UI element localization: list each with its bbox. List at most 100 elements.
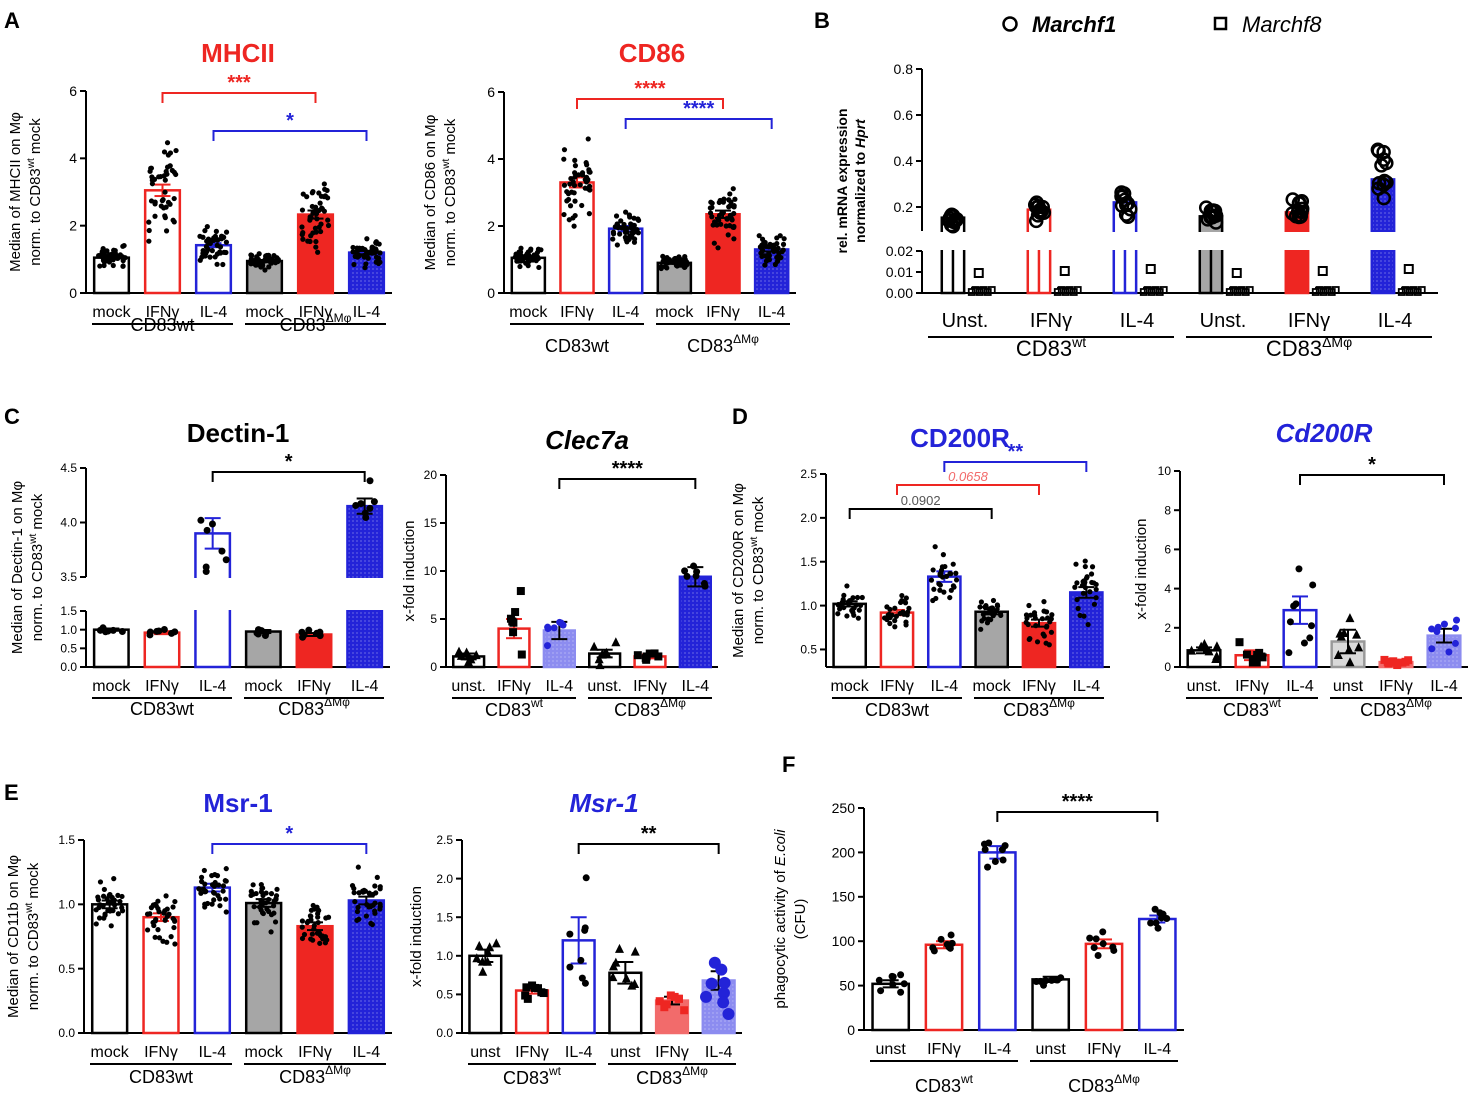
legend-label-marchf1: Marchf1 xyxy=(1032,12,1116,37)
data-point xyxy=(96,252,102,259)
data-point xyxy=(572,163,579,169)
data-point xyxy=(937,587,943,593)
y-tick-label: 6 xyxy=(487,84,495,100)
data-point xyxy=(377,250,383,256)
data-point xyxy=(674,994,683,1003)
data-point xyxy=(610,236,616,242)
data-point xyxy=(305,626,313,634)
data-point xyxy=(313,211,320,217)
data-point xyxy=(310,902,316,909)
y-axis: 0 2 4 6 xyxy=(487,84,505,301)
data-point xyxy=(978,599,985,605)
y-label-line: Median of CD11b on Mφ xyxy=(5,855,22,1018)
data-point xyxy=(859,594,865,601)
data-point-marchf8 xyxy=(1233,288,1242,296)
data-point xyxy=(214,242,220,248)
data-point xyxy=(146,238,152,244)
data-point xyxy=(377,903,383,910)
y-tick-label: 1.0 xyxy=(436,949,453,963)
x-tick-label: IFNγ xyxy=(515,1044,549,1061)
y-tick-label: 1.0 xyxy=(58,898,75,912)
data-point xyxy=(110,262,116,269)
y-tick-label: 6 xyxy=(1164,543,1171,557)
data-point xyxy=(766,251,772,257)
axis-break-gap xyxy=(345,578,384,610)
data-point xyxy=(350,244,356,251)
data-point xyxy=(586,183,593,189)
data-point xyxy=(325,914,332,920)
data-point xyxy=(102,912,108,918)
data-point xyxy=(163,893,169,899)
data-point xyxy=(556,618,564,626)
data-point xyxy=(108,923,114,929)
panel-letter: F xyxy=(782,752,795,777)
data-point xyxy=(774,258,781,264)
y-tick-label: 0.0 xyxy=(58,1026,75,1040)
data-point xyxy=(705,977,718,990)
data-point xyxy=(608,972,618,982)
bar xyxy=(678,575,712,669)
data-point xyxy=(998,612,1004,619)
y-tick-label: 250 xyxy=(832,800,856,816)
data-point xyxy=(1082,558,1088,564)
data-point xyxy=(517,650,526,659)
data-point xyxy=(299,935,306,942)
data-point xyxy=(373,259,379,265)
data-point xyxy=(214,261,220,267)
data-point xyxy=(1445,648,1453,656)
data-point xyxy=(97,879,104,885)
data-point xyxy=(167,163,173,169)
data-point xyxy=(202,904,208,910)
y-label-line: x-fold induction xyxy=(401,521,418,622)
y-tick-label: 1.5 xyxy=(60,604,77,618)
group-label-sup: wt xyxy=(960,1072,974,1086)
y-axis: 0 5 10 15 20 xyxy=(424,468,447,674)
data-point xyxy=(363,913,369,919)
data-point xyxy=(621,221,627,228)
y-tick-label: 0.5 xyxy=(60,642,77,656)
data-point xyxy=(172,898,178,905)
group-label-main: CD83 xyxy=(503,1068,549,1088)
data-point xyxy=(566,217,572,223)
data-point xyxy=(1116,186,1132,201)
data-point xyxy=(377,259,383,265)
data-point xyxy=(260,892,266,899)
data-point xyxy=(248,892,254,899)
data-point-marchf8 xyxy=(1327,288,1336,296)
data-point xyxy=(579,172,586,178)
data-point xyxy=(614,223,620,230)
data-point xyxy=(491,938,501,948)
significance-label: * xyxy=(286,110,294,132)
data-point-marchf8 xyxy=(967,288,976,296)
data-point xyxy=(170,904,176,910)
data-point xyxy=(300,191,306,197)
data-point xyxy=(121,242,127,249)
data-point xyxy=(981,615,987,622)
data-point xyxy=(676,254,682,260)
data-point xyxy=(948,587,954,593)
significance-bracket xyxy=(558,478,697,489)
data-point xyxy=(357,500,365,508)
significance-bracket xyxy=(577,843,720,854)
data-point xyxy=(474,940,484,950)
significance-label: **** xyxy=(1062,791,1093,813)
data-point xyxy=(1433,627,1441,635)
data-point xyxy=(314,216,320,222)
significance-bracket xyxy=(943,461,1088,472)
data-point xyxy=(1075,605,1081,612)
data-point xyxy=(731,236,737,242)
group-label-main: CD83 xyxy=(636,1068,682,1088)
data-point xyxy=(877,987,885,995)
data-point xyxy=(623,209,629,215)
data-point xyxy=(1027,635,1033,642)
y-label-line: Median of Dectin-1 on Mφ xyxy=(9,481,26,654)
x-tick-label: unst xyxy=(470,1044,501,1061)
x-tick-label: unst xyxy=(1333,678,1364,695)
y-tick-label: 1.5 xyxy=(436,910,453,924)
x-tick-label: unst. xyxy=(587,678,622,695)
data-point xyxy=(682,264,688,270)
y-tick-label: 0 xyxy=(69,285,77,301)
data-point xyxy=(930,567,936,573)
data-point xyxy=(223,909,229,915)
data-point xyxy=(161,149,168,155)
